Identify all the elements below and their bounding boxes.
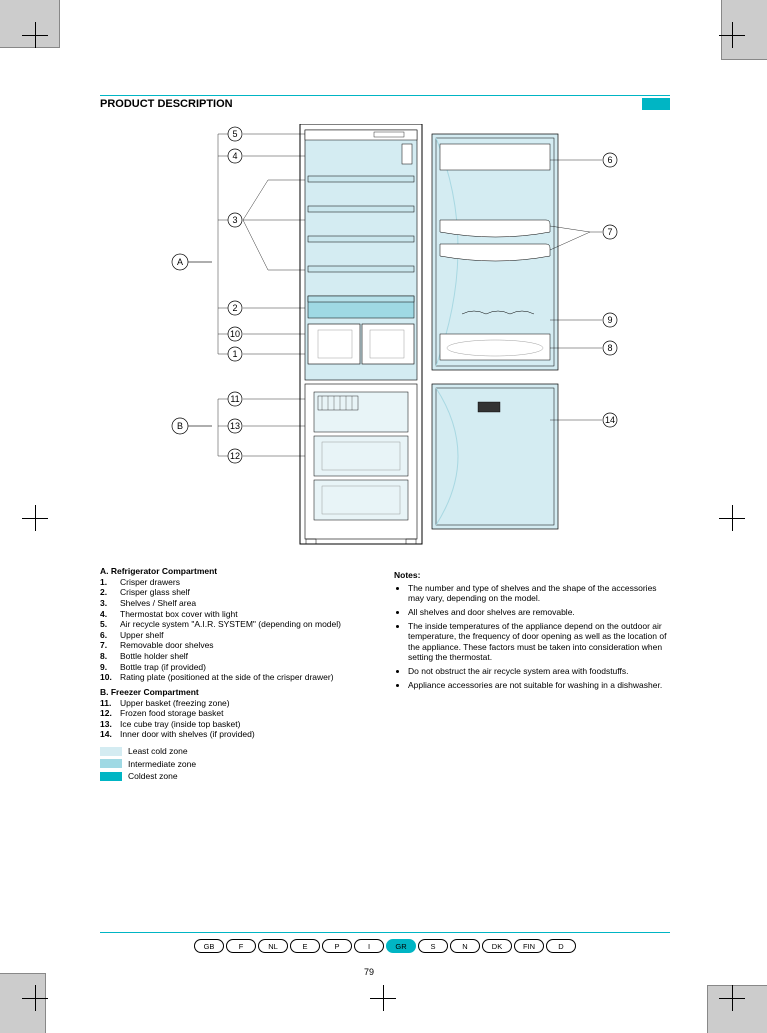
list-item: 7.Removable door shelves <box>100 640 376 651</box>
language-tab[interactable]: GB <box>194 939 224 953</box>
list-item: 3.Shelves / Shelf area <box>100 598 376 609</box>
legend-item: Least cold zone <box>100 746 376 757</box>
svg-text:A: A <box>177 257 183 267</box>
legend-item: Intermediate zone <box>100 759 376 770</box>
svg-text:4: 4 <box>232 151 237 161</box>
list-item: 5.Air recycle system "A.I.R. SYSTEM" (de… <box>100 619 376 630</box>
note-item: All shelves and door shelves are removab… <box>408 607 670 618</box>
list-item: 9.Bottle trap (if provided) <box>100 662 376 673</box>
svg-text:10: 10 <box>230 329 240 339</box>
section-a-head: A. Refrigerator Compartment <box>100 566 376 577</box>
note-item: The inside temperatures of the appliance… <box>408 621 670 664</box>
list-item: 14.Inner door with shelves (if provided) <box>100 729 376 740</box>
list-item: 10.Rating plate (positioned at the side … <box>100 672 376 683</box>
notes-head: Notes: <box>394 570 670 581</box>
svg-text:5: 5 <box>232 129 237 139</box>
col-left: A. Refrigerator Compartment 1.Crisper dr… <box>100 562 376 784</box>
language-tab[interactable]: F <box>226 939 256 953</box>
page-footer: GBFNLEPIGRSNDKFIND 79 <box>100 932 670 953</box>
language-tab[interactable]: DK <box>482 939 512 953</box>
language-tabs: GBFNLEPIGRSNDKFIND <box>100 939 670 953</box>
svg-text:8: 8 <box>607 343 612 353</box>
page-header: PRODUCT DESCRIPTION <box>100 95 670 116</box>
header-rule <box>100 95 670 96</box>
description-columns: A. Refrigerator Compartment 1.Crisper dr… <box>100 562 670 784</box>
page-number: 79 <box>364 967 374 977</box>
note-item: The number and type of shelves and the s… <box>408 583 670 604</box>
col-right: Notes: The number and type of shelves an… <box>394 562 670 784</box>
language-tab[interactable]: I <box>354 939 384 953</box>
svg-text:9: 9 <box>607 315 612 325</box>
list-item: 12.Frozen food storage basket <box>100 708 376 719</box>
list-item: 13.Ice cube tray (inside top basket) <box>100 719 376 730</box>
svg-text:14: 14 <box>605 415 615 425</box>
language-tab[interactable]: S <box>418 939 448 953</box>
list-item: 4.Thermostat box cover with light <box>100 609 376 620</box>
list-item: 2.Crisper glass shelf <box>100 587 376 598</box>
list-item: 11.Upper basket (freezing zone) <box>100 698 376 709</box>
language-tab[interactable]: E <box>290 939 320 953</box>
footer-rule <box>100 932 670 933</box>
svg-text:7: 7 <box>607 227 612 237</box>
appliance-diagram: 543A210111B1312679814 <box>100 124 670 554</box>
language-tab[interactable]: NL <box>258 939 288 953</box>
note-item: Do not obstruct the air recycle system a… <box>408 666 670 677</box>
language-tab[interactable]: P <box>322 939 352 953</box>
list-item: 1.Crisper drawers <box>100 577 376 588</box>
svg-text:11: 11 <box>230 394 239 404</box>
svg-text:6: 6 <box>607 155 612 165</box>
list-item: 6.Upper shelf <box>100 630 376 641</box>
accent-chip <box>642 98 670 110</box>
svg-text:12: 12 <box>230 451 240 461</box>
note-item: Appliance accessories are not suitable f… <box>408 680 670 691</box>
svg-text:1: 1 <box>232 349 237 359</box>
svg-text:13: 13 <box>230 421 240 431</box>
list-item: 8.Bottle holder shelf <box>100 651 376 662</box>
language-tab[interactable]: N <box>450 939 480 953</box>
svg-text:B: B <box>177 421 183 431</box>
language-tab[interactable]: D <box>546 939 576 953</box>
language-tab[interactable]: GR <box>386 939 416 953</box>
language-tab[interactable]: FIN <box>514 939 544 953</box>
svg-text:2: 2 <box>232 303 237 313</box>
legend-item: Coldest zone <box>100 771 376 782</box>
svg-text:3: 3 <box>232 215 237 225</box>
page-title: PRODUCT DESCRIPTION <box>100 98 642 110</box>
section-b-head: B. Freezer Compartment <box>100 687 376 698</box>
